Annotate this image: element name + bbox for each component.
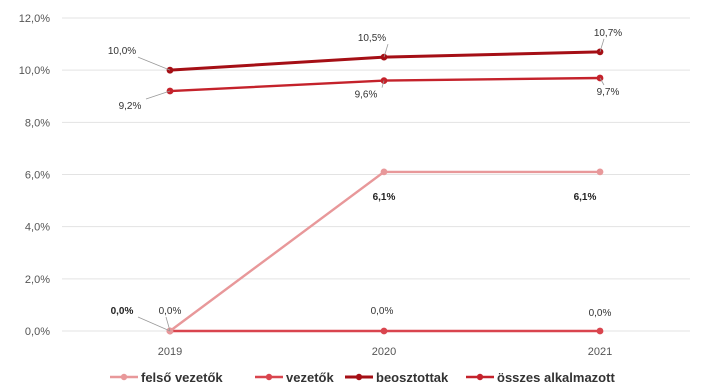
x-tick-label: 2019: [158, 346, 182, 358]
data-label: 10,5%: [358, 33, 386, 44]
data-point: [380, 168, 388, 176]
y-axis-tick-labels: 0,0% 2,0% 4,0% 6,0% 8,0% 10,0% 12,0%: [19, 13, 50, 338]
data-point: [380, 327, 388, 335]
data-point: [596, 327, 604, 335]
x-tick-label: 2020: [372, 346, 396, 358]
data-label: 10,0%: [108, 46, 136, 57]
y-tick-label: 8,0%: [25, 117, 50, 129]
y-tick-label: 6,0%: [25, 170, 50, 182]
y-tick-label: 12,0%: [19, 13, 50, 25]
data-point: [596, 168, 604, 176]
data-label: 9,6%: [355, 90, 378, 101]
data-label: 0,0%: [159, 306, 182, 317]
data-label: 0,0%: [111, 306, 134, 317]
legend-swatch-marker: [120, 373, 128, 381]
y-tick-label: 4,0%: [25, 222, 50, 234]
legend-swatch-marker: [355, 373, 363, 381]
data-label: 6,1%: [373, 192, 396, 203]
legend-entry-label: beosztottak: [376, 370, 449, 385]
data-label: 9,7%: [597, 87, 620, 98]
y-tick-label: 10,0%: [19, 65, 50, 77]
label-leader-line: [137, 316, 171, 332]
data-label: 6,1%: [574, 192, 597, 203]
legend-swatch-marker: [476, 373, 484, 381]
data-label: 0,0%: [589, 308, 612, 319]
legend-entry-label: felső vezetők: [141, 370, 223, 385]
label-leader-line: [383, 44, 389, 58]
data-label: 0,0%: [371, 306, 394, 317]
legend-swatch-marker: [265, 373, 273, 381]
label-leader-line: [165, 316, 171, 332]
legend-entry-label: vezetők: [286, 370, 334, 385]
y-tick-label: 0,0%: [25, 326, 50, 338]
label-leader-line: [381, 80, 385, 88]
y-tick-label: 2,0%: [25, 274, 50, 286]
legend: felső vezetők vezetők beosztottak összes al…: [110, 370, 615, 385]
label-leader-line: [599, 77, 605, 86]
data-label: 9,2%: [119, 101, 142, 112]
label-leader-line: [599, 38, 605, 53]
data-labels: 0,0% 6,1% 6,1% 0,0% 0,0% 0,0% 10,0% 10,5% 10,7% 9…: [108, 28, 622, 332]
label-leader-line: [137, 56, 171, 71]
x-axis-tick-labels: 2019 2020 2021: [158, 346, 612, 358]
x-tick-label: 2021: [588, 346, 612, 358]
data-label: 10,7%: [594, 28, 622, 39]
legend-entry-label: összes alkalmazott: [497, 370, 615, 385]
label-leader-line: [145, 90, 171, 100]
